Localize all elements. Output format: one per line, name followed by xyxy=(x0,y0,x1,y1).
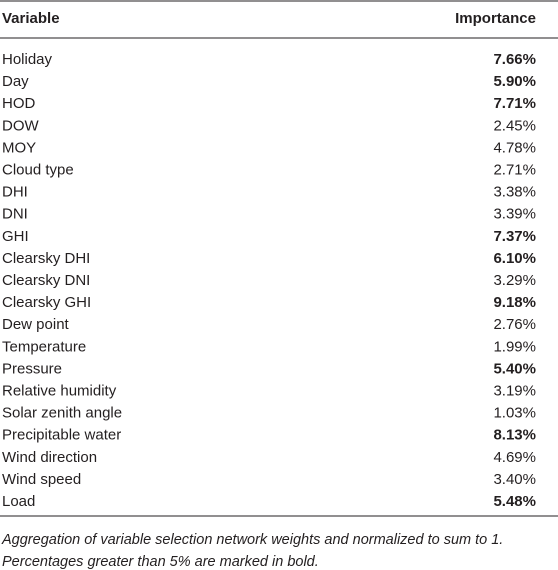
variable-cell: Clearsky GHI xyxy=(2,294,91,311)
variable-cell: Precipitable water xyxy=(2,427,121,444)
variable-cell: MOY xyxy=(2,139,36,156)
importance-cell: 7.37% xyxy=(493,228,536,245)
variable-cell: Pressure xyxy=(2,360,62,377)
header-cell: Variable xyxy=(2,10,60,27)
variable-cell: Day xyxy=(2,73,29,90)
variable-cell: Clearsky DHI xyxy=(2,250,90,267)
variable-cell: Wind direction xyxy=(2,449,97,466)
importance-cell: 5.90% xyxy=(493,73,536,90)
importance-cell: 2.71% xyxy=(493,161,536,178)
importance-cell: 3.38% xyxy=(493,184,536,201)
variable-cell: Clearsky DNI xyxy=(2,272,90,289)
variable-cell: HOD xyxy=(2,95,36,112)
caption: Percentages greater than 5% are marked i… xyxy=(2,554,319,570)
importance-cell: 1.03% xyxy=(493,405,536,422)
variable-cell: Cloud type xyxy=(2,161,74,178)
variable-cell: DHI xyxy=(2,184,28,201)
variable-cell: DNI xyxy=(2,206,28,223)
importance-cell: 2.45% xyxy=(493,117,536,134)
importance-cell: 9.18% xyxy=(493,294,536,311)
importance-cell: 7.66% xyxy=(493,51,536,68)
importance-cell: 4.78% xyxy=(493,139,536,156)
importance-cell: 3.40% xyxy=(493,471,536,488)
importance-cell: 5.40% xyxy=(493,360,536,377)
caption: Aggregation of variable selection networ… xyxy=(1,532,503,548)
variable-cell: Temperature xyxy=(2,338,86,355)
variable-cell: GHI xyxy=(2,228,29,245)
importance-cell: 3.29% xyxy=(493,272,536,289)
importance-cell: 3.39% xyxy=(493,206,536,223)
variable-cell: Dew point xyxy=(2,316,70,333)
importance-cell: 3.19% xyxy=(493,382,536,399)
importance-cell: 6.10% xyxy=(493,250,536,267)
importance-cell: 4.69% xyxy=(493,449,536,466)
importance-cell: 1.99% xyxy=(493,338,536,355)
variable-cell: Holiday xyxy=(2,51,53,68)
importance-cell: 5.48% xyxy=(493,493,536,510)
variable-cell: Wind speed xyxy=(2,471,81,488)
importance-cell: 7.71% xyxy=(493,95,536,112)
importance-cell: 2.76% xyxy=(493,316,536,333)
variable-cell: Load xyxy=(2,493,35,510)
variable-cell: Solar zenith angle xyxy=(2,405,122,422)
header-cell: Importance xyxy=(455,10,536,27)
variable-cell: DOW xyxy=(2,117,40,134)
variable-cell: Relative humidity xyxy=(2,382,117,399)
importance-cell: 8.13% xyxy=(493,427,536,444)
